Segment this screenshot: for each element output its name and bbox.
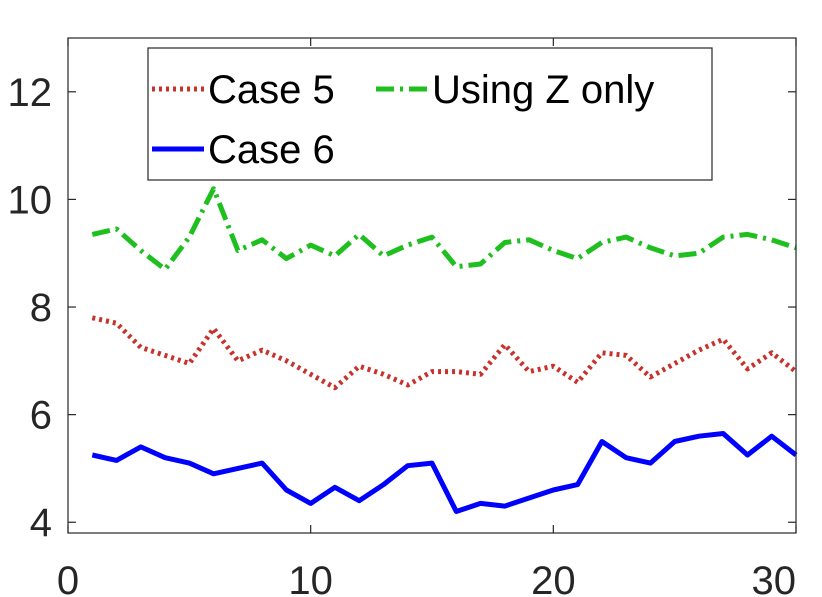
legend: Case 5 Using Z only Case 6	[147, 47, 713, 181]
series-line-2	[91, 431, 798, 514]
legend-box	[147, 47, 713, 181]
legend-label-1: Using Z only	[432, 68, 654, 112]
series-layer	[91, 186, 798, 514]
x-tick-label: 20	[531, 559, 576, 597]
y-tick-label: 6	[30, 394, 52, 438]
series-line-1	[91, 186, 797, 272]
x-tick-label: 30	[752, 559, 797, 597]
y-tick-label: 4	[30, 501, 52, 545]
y-tick-label: 10	[8, 178, 53, 222]
legend-label-0: Case 5	[208, 68, 335, 112]
series-2	[91, 431, 798, 514]
legend-label-2: Case 6	[208, 128, 335, 172]
x-tick-label: 0	[57, 559, 79, 597]
y-tick-label: 12	[8, 71, 53, 115]
y-tick-label: 8	[30, 286, 52, 330]
axes-box	[67, 37, 797, 534]
x-tick-label: 10	[288, 559, 333, 597]
axes-layer: 0 10 20 30 4 6 8 10 12	[8, 37, 797, 597]
series-1	[91, 186, 797, 272]
